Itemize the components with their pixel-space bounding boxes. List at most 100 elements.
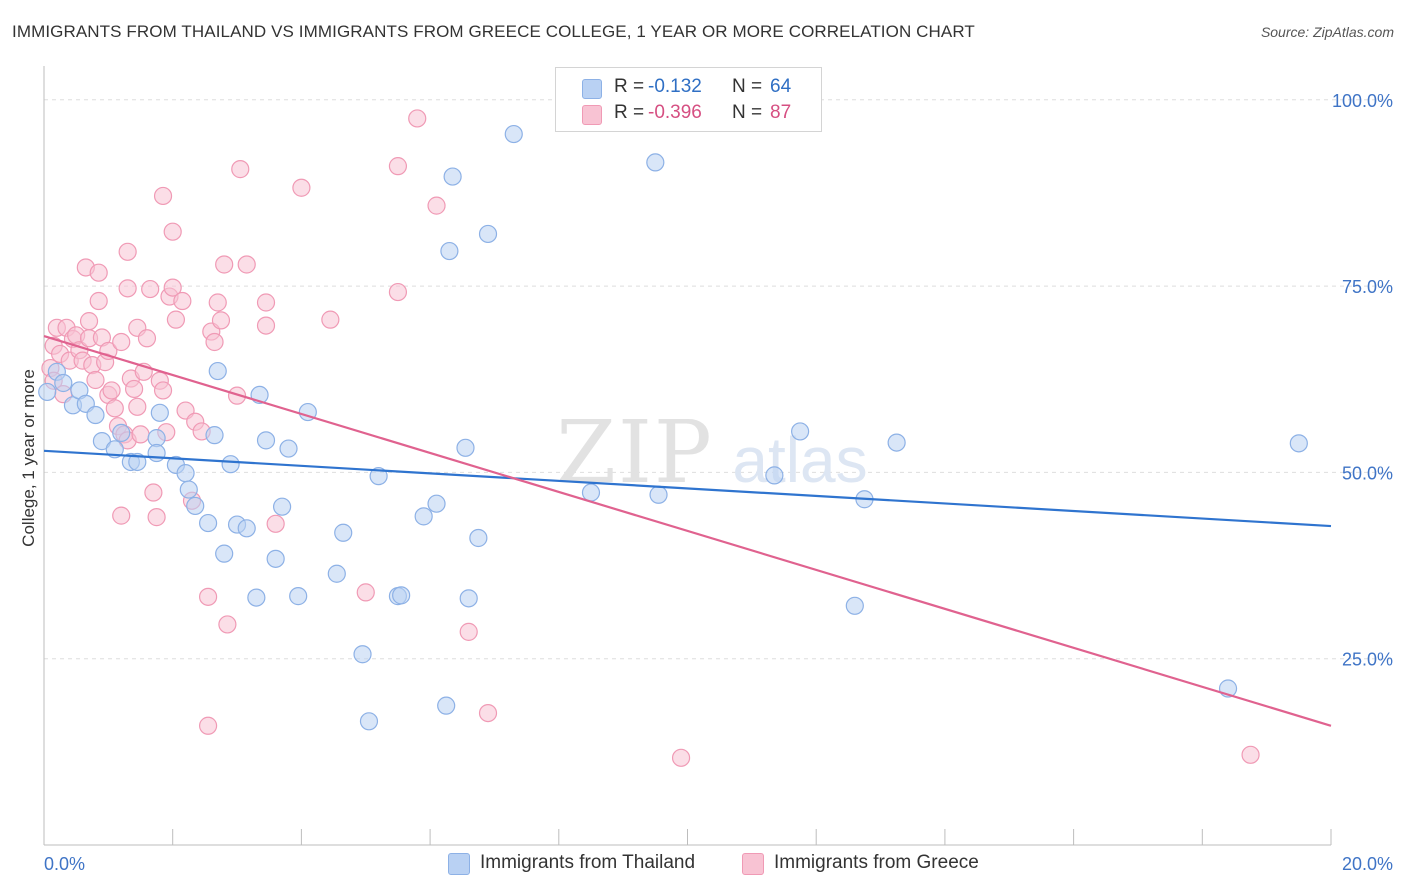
bottom-legend-swatch-thailand [448,853,470,875]
series-thailand-points [38,124,1308,731]
thailand-point [845,596,864,615]
y-tick-label: 75.0% [1342,277,1393,297]
legend-n-label: N = [732,76,763,97]
thailand-point [247,588,266,607]
source-label: Source: ZipAtlas.com [1260,24,1394,40]
thailand-point [176,464,195,483]
greece-point [144,483,163,502]
greece-point [124,379,144,399]
thailand-point [38,382,57,402]
greece-point [102,381,121,400]
greece-point [105,399,124,418]
greece-point [118,242,137,261]
thailand-point [150,403,169,422]
thailand-point [469,528,488,548]
x-tick-label: 0.0% [44,854,85,874]
greece-point [131,425,150,444]
thailand-point [1289,434,1308,453]
legend-r-label: R = [614,76,645,97]
thailand-point [437,696,456,715]
trend-lines [43,334,1332,727]
legend-swatch-greece [582,105,602,125]
greece-point [163,278,182,297]
greece-point [215,255,234,274]
greece-point [198,716,218,735]
greece-point [128,397,147,416]
greece-point [79,312,99,331]
thailand-point [369,467,388,486]
thailand-point [105,440,124,459]
greece-trend-line [43,334,1332,727]
y-tick-label: 25.0% [1342,650,1393,670]
greece-point [112,332,131,352]
greece-point [211,311,231,330]
thailand-point [215,544,234,563]
thailand-point [266,549,285,568]
greece-point [218,615,237,634]
thailand-point [198,513,218,533]
greece-point [166,310,186,329]
legend-r-label: R = [614,102,645,123]
correlation-legend: R = -0.132 N = 64 R = -0.396 N = 87 [555,67,822,132]
greece-point [112,506,131,525]
legend-n-value: 64 [770,76,792,97]
thailand-point [359,712,379,731]
legend-swatch-thailand [582,79,602,99]
greece-point [356,583,375,602]
greece-point [408,109,427,128]
thailand-point [86,405,105,425]
thailand-point [186,496,205,516]
y-axis-label: College, 1 year or more [19,369,38,547]
thailand-point [237,519,256,538]
greece-point [1241,745,1260,764]
gridlines [44,99,1392,660]
thailand-point [272,497,292,516]
bottom-legend-label-thailand: Immigrants from Thailand [480,852,696,873]
thailand-point [289,587,308,606]
thailand-point [478,224,498,244]
greece-point [89,291,108,311]
thailand-point [54,373,73,393]
thailand-point [427,494,446,513]
greece-point [227,386,247,405]
greece-point [153,381,173,400]
thailand-point [334,523,353,542]
thailand-point [459,589,478,608]
greece-point [478,704,498,723]
thailand-point [443,167,462,186]
bottom-legend-label-greece: Immigrants from Greece [774,852,979,873]
thailand-point [887,433,906,452]
greece-point [237,255,256,274]
greece-point [266,514,285,533]
legend-r-value: -0.132 [648,76,702,97]
bottom-legend-swatch-greece [742,853,764,875]
greece-point [198,587,218,606]
thailand-point [92,432,112,451]
axes [43,66,1332,846]
greece-point [321,310,340,329]
greece-point [256,316,276,335]
greece-point [256,293,276,312]
legend-r-value: -0.396 [648,102,702,123]
greece-point [388,157,408,176]
greece-point [173,291,192,311]
thailand-point [456,438,475,457]
series-greece-points [41,109,1260,767]
thailand-point [353,645,372,664]
chart-title: IMMIGRANTS FROM THAILAND VS IMMIGRANTS F… [12,22,975,41]
thailand-point [440,241,459,261]
greece-point [118,279,137,298]
greece-point [153,186,173,206]
thailand-point [208,361,227,381]
greece-point [231,160,250,179]
greece-point [147,508,166,527]
thailand-point [279,439,298,458]
thailand-point [392,586,411,605]
greece-point [671,748,691,767]
thailand-point [765,466,784,485]
greece-point [89,263,108,282]
greece-point [205,332,224,352]
legend-n-label: N = [732,102,763,123]
y-tick-label: 100.0% [1332,91,1393,111]
